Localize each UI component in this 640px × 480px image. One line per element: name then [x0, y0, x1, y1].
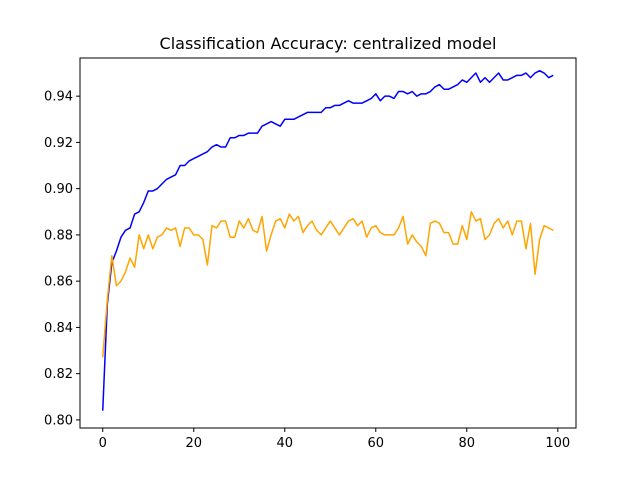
- x-tick-label: 40: [276, 436, 293, 451]
- chart-title: Classification Accuracy: centralized mod…: [160, 34, 497, 53]
- y-tick-label: 0.86: [44, 275, 73, 290]
- y-tick-label: 0.94: [44, 90, 73, 105]
- y-tick-label: 0.88: [44, 228, 73, 243]
- y-axis: 0.80 0.82 0.84 0.86 0.88 0.90 0.92 0.94: [44, 90, 80, 428]
- series-line-2: [102, 211, 554, 358]
- y-tick-label: 0.90: [44, 182, 73, 197]
- x-tick-label: 20: [185, 436, 202, 451]
- series-line-1: [102, 69, 554, 411]
- x-tick-label: 60: [368, 436, 385, 451]
- plot-frame: [79, 57, 577, 429]
- series-layer: [102, 69, 554, 411]
- y-tick-label: 0.92: [44, 136, 73, 151]
- y-tick-label: 0.80: [44, 413, 73, 428]
- x-tick-label: 0: [99, 436, 107, 451]
- y-tick-label: 0.82: [44, 367, 73, 382]
- x-tick-label: 100: [545, 436, 570, 451]
- x-tick-label: 80: [459, 436, 476, 451]
- x-axis: 0 20 40 60 80 100: [99, 428, 570, 451]
- y-tick-label: 0.84: [44, 321, 73, 336]
